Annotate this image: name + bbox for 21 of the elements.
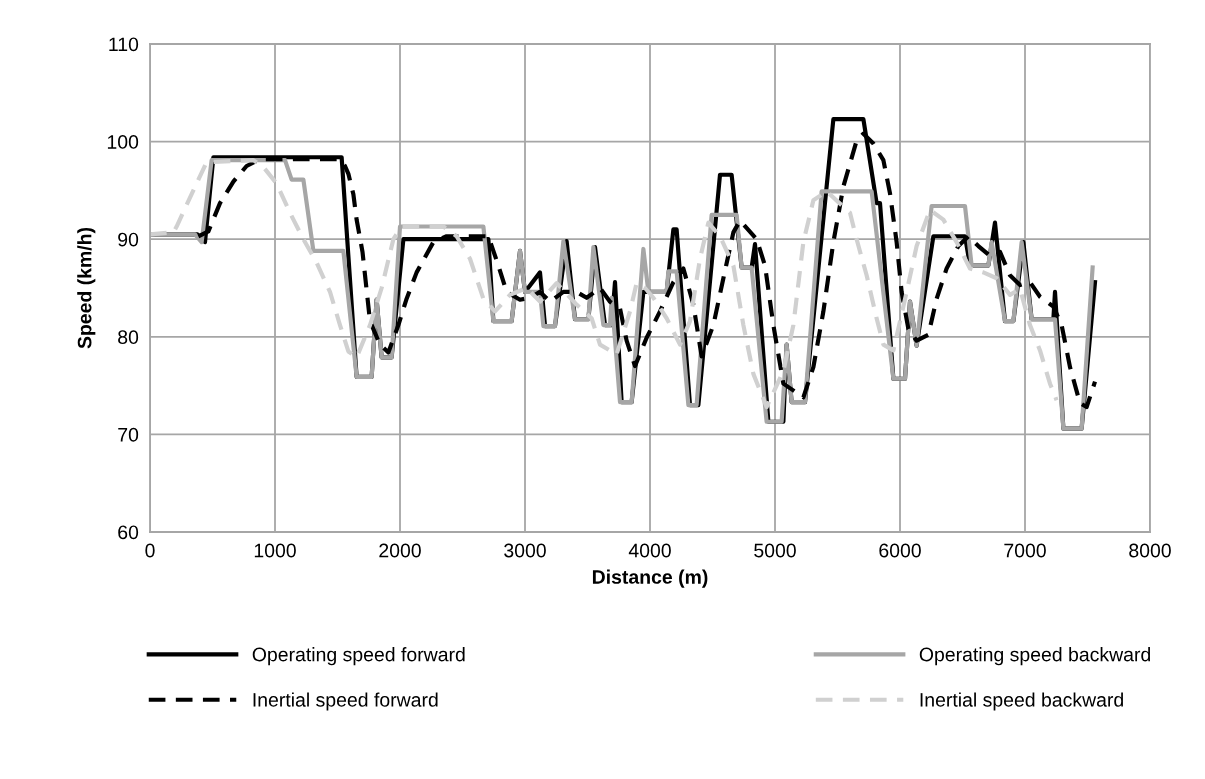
x-tick-label: 5000 [754,543,796,558]
x-axis-title: Distance (m) [592,569,708,588]
y-tick-label: 70 [118,427,139,442]
x-tick-label: 1000 [254,543,296,558]
legend-label: Operating speed forward [252,647,465,666]
x-tick-label: 2000 [379,543,421,558]
y-tick-label: 80 [118,330,139,345]
x-tick-label: 3000 [504,543,546,558]
x-tick-label: 4000 [628,543,671,558]
legend-label: Inertial speed forward [253,692,438,711]
x-tick-label: 0 [145,543,155,558]
y-tick-label: 100 [107,135,139,149]
legend-label: Inertial speed backward [920,692,1123,711]
y-tick-label: 60 [118,525,139,540]
y-tick-label: 110 [109,37,139,52]
y-axis-title: Speed (km/h) [77,227,96,349]
x-tick-label: 6000 [879,543,921,558]
legend-label: Operating speed backward [919,647,1151,666]
x-tick-label: 7000 [1004,543,1046,558]
y-tick-label: 90 [118,232,139,247]
x-tick-label: 8000 [1129,543,1171,558]
